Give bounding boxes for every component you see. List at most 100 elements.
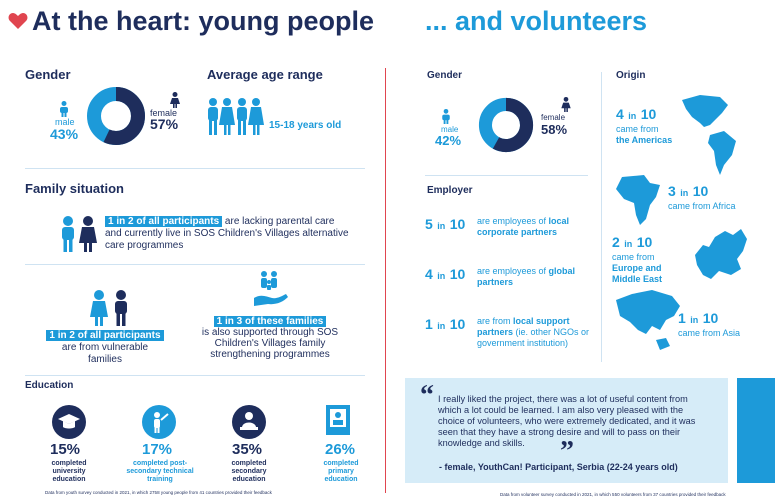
quote-close-icon: ” [560,436,574,467]
family-stat-1: 1 in 2 of all participants are lacking p… [105,216,350,252]
two-children-icon [62,216,97,252]
employer-text: are employees of global partners [477,266,597,288]
family-heading: Family situation [25,181,124,196]
education-label-3: completed secondary education [231,460,267,483]
male-pct: 43% [50,126,79,142]
male-icon [442,109,450,124]
divider [601,72,602,362]
gender-heading: Gender [25,67,71,82]
graduation-cap-icon [52,405,86,439]
origin-text: came from Asia [678,328,740,339]
footnote: Data from youth survey conducted in 2021… [45,490,272,495]
education-label-2: completed post-secondary technical train… [126,460,194,483]
volunteer-male-label: male [441,125,459,134]
employer-text-pre: are employees of [477,216,549,226]
family-stat-2: 1 in 2 of all participants are from vuln… [45,330,165,366]
family-stat-3: 1 in 3 of these families is also support… [200,316,340,360]
female-icon [561,97,571,112]
accent-bar [737,378,775,483]
employer-den: 10 [449,266,466,282]
origin-text-pre: came from [616,124,659,134]
age-heading: Average age range [207,67,323,82]
employer-text: are employees of local corporate partner… [477,216,597,238]
divider [25,375,365,376]
employer-text-pre: are employees of [477,266,549,276]
divider [25,168,365,169]
employer-item: 1 in 10 are from local support partners … [425,316,595,348]
origin-in: in [680,188,689,198]
employer-text-bold: global partners [477,266,576,287]
male-icon [60,101,68,117]
male-label: male [55,117,75,127]
age-value: 15-18 years old [269,120,342,131]
female-label: female [150,108,178,118]
quote-attribution: - female, YouthCan! Participant, Serbia … [439,462,678,472]
panel-divider [385,68,386,493]
origin-num: 1 [678,310,686,326]
employer-text-bold: local support partners [477,316,570,337]
employer-num: 4 [425,266,433,282]
origin-den: 10 [640,106,657,122]
origin-num: 4 [616,106,624,122]
americas-map-icon [682,95,736,175]
family-stat-3-text: is also supported through SOS Children's… [201,327,339,360]
two-children-icon [90,290,127,326]
employer-den: 10 [449,216,466,232]
volunteers-title: ... and volunteers [425,6,648,36]
volunteer-gender-heading: Gender [427,70,463,81]
quote-box: “ I really liked the project, there was … [405,378,728,483]
origin-den: 10 [702,310,719,326]
origin-item: 4 in 10 came from the Americas [616,106,672,146]
quote-text: I really liked the project, there was a … [438,394,696,448]
origin-num: 3 [668,183,676,199]
family-stat-2-highlight: 1 in 2 of all participants [46,330,164,341]
book-icon [326,405,350,435]
origin-text: came from Africa [668,201,736,212]
origin-text-bold: Europe and Middle East [612,263,663,284]
volunteer-gender-donut [478,97,534,153]
origin-item: 2 in 10 came from Europe and Middle East [612,234,684,285]
heart-icon [8,13,28,29]
family-stat-3-highlight: 1 in 3 of these families [213,316,327,327]
employer-text: are from local support partners (ie. oth… [477,316,599,349]
employer-in: in [437,321,446,331]
wrench-person-icon [142,405,176,439]
education-pct-2: 17% [142,441,173,458]
female-pct: 57% [150,116,179,132]
volunteer-male-pct: 42% [435,133,462,148]
asia-map-icon [616,290,680,350]
employer-heading: Employer [427,185,473,196]
donut-female-segment [478,97,534,153]
origin-den: 10 [692,183,709,199]
family-hand-icon [254,271,288,306]
employer-in: in [437,221,446,231]
education-pct-4: 26% [325,441,356,458]
education-heading: Education [25,380,74,391]
origin-text-pre: came from [612,252,655,262]
divider [25,264,365,265]
origin-item: 1 in 10 came from Asia [678,310,740,339]
origin-text: came from Europe and Middle East [612,252,684,285]
origin-text-pre: came from Asia [678,328,741,338]
education-label-4: completed primary education [323,460,359,483]
origin-in: in [624,239,633,249]
origin-den: 10 [636,234,653,250]
employer-num: 5 [425,216,433,232]
employer-text-pre: are from [477,316,514,326]
europe-map-icon [695,229,747,279]
family-stat-1-highlight: 1 in 2 of all participants [105,216,223,227]
employer-num: 1 [425,316,433,332]
origin-text-bold: the Americas [616,135,673,145]
gender-donut [87,87,145,145]
footnote: Data from volunteer survey conducted in … [500,492,726,497]
origin-in: in [690,315,699,325]
origin-text: came from the Americas [616,124,672,146]
employer-item: 5 in 10 are employees of local corporate… [425,216,595,237]
origin-item: 3 in 10 came from Africa [668,183,736,212]
donut-female-segment [87,87,145,145]
origin-num: 2 [612,234,620,250]
volunteer-female-pct: 58% [541,122,568,137]
origin-text-pre: came from Africa [668,201,736,211]
origin-heading: Origin [616,70,646,81]
employer-text-bold: local corporate partners [477,216,570,237]
